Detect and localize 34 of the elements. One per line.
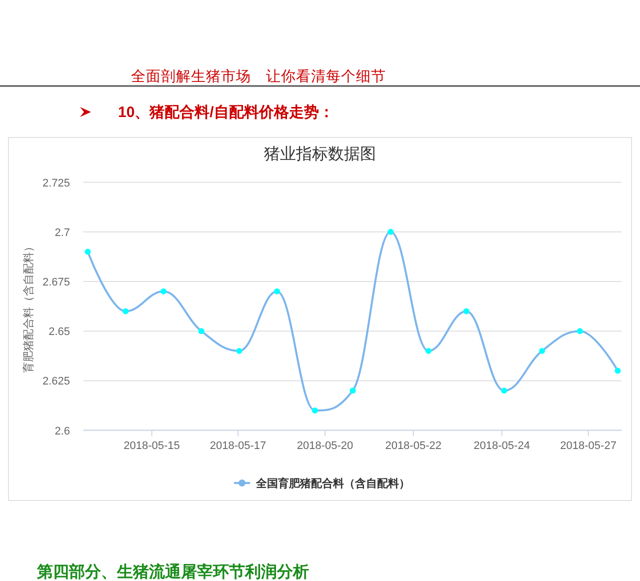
point	[160, 288, 166, 294]
text: 全面剖解生猪市场 让你看清每个细节	[131, 68, 386, 85]
x-tick-label: 2018-05-24	[474, 440, 530, 452]
point	[84, 248, 91, 255]
x-tick-label: 2018-05-20	[296, 440, 354, 452]
point	[539, 348, 546, 354]
point	[463, 308, 470, 314]
point	[198, 328, 204, 334]
chart-title: 猪业指标数据图	[264, 145, 376, 163]
point	[388, 228, 394, 235]
point	[312, 407, 318, 414]
y-tick-label: 2.65	[48, 326, 70, 338]
y-tick-label: 2.725	[42, 177, 70, 190]
legend-label: 全国育肥猪配合料（含自配料）	[255, 477, 410, 490]
legend: 全国育肥猪配合料（含自配料）	[234, 478, 410, 490]
y-tick-label: 2.6	[54, 425, 70, 438]
text: 10、猪配合料/自配料价格走势：	[118, 104, 334, 121]
y-axis-title: 育肥猪配合料（含自配料）	[22, 241, 35, 373]
y-tick-label: 2.625	[42, 376, 70, 388]
point	[614, 368, 621, 374]
point	[350, 388, 356, 394]
x-tick-label: 2018-05-15	[124, 440, 180, 452]
x-tick-label: 2018-05-27	[560, 440, 616, 452]
point	[122, 308, 129, 314]
point	[236, 348, 242, 354]
point	[501, 388, 508, 394]
point	[425, 348, 432, 354]
text: 第四部分、生猪流通屠宰环节利润分析	[36, 562, 309, 581]
x-tick-label: 2018-05-22	[385, 440, 442, 452]
y-tick-label: 2.7	[54, 226, 70, 239]
y-tick-label: 2.675	[42, 276, 70, 288]
point	[274, 288, 280, 294]
point	[576, 328, 583, 334]
x-tick-label: 2018-05-17	[210, 440, 266, 452]
